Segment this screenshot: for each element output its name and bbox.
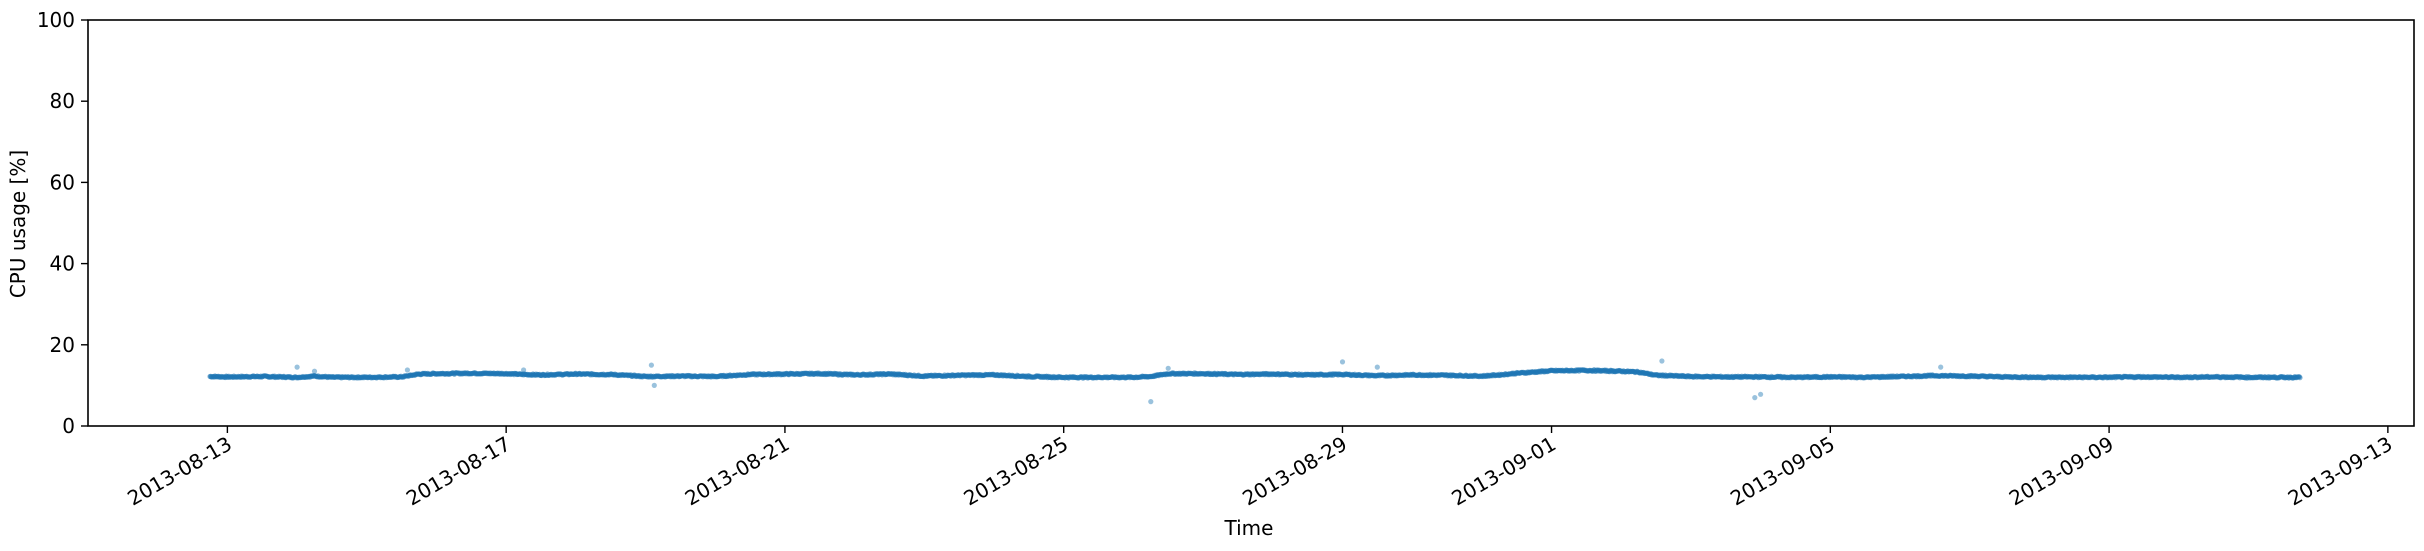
- outlier-point: [1758, 391, 1764, 397]
- scatter-points: [207, 358, 2303, 405]
- y-tick-label: 60: [50, 170, 75, 194]
- y-axis: 0 20 40 60 80 100: [37, 8, 88, 438]
- x-tick-label: 2013-08-21: [681, 432, 794, 511]
- outlier-point: [1339, 359, 1346, 365]
- x-tick-label: 2013-08-17: [402, 432, 515, 511]
- y-tick-label: 20: [50, 333, 75, 357]
- outlier-point: [1374, 364, 1380, 370]
- x-axis: 2013-08-13 2013-08-17 2013-08-21 2013-08-25…: [123, 426, 2396, 510]
- outlier-point: [1165, 365, 1171, 371]
- y-tick-label: 100: [37, 8, 75, 32]
- x-tick-label: 2013-08-25: [960, 432, 1073, 511]
- x-tick-label: 2013-08-13: [123, 432, 236, 511]
- x-tick-label: 2013-08-29: [1238, 432, 1351, 511]
- data-point: [2297, 375, 2303, 381]
- x-tick-label: 2013-09-01: [1447, 432, 1560, 511]
- outlier-point: [1659, 358, 1665, 364]
- x-axis-title: Time: [1224, 516, 1274, 540]
- plot-frame: [87, 19, 2415, 427]
- y-tick-label: 80: [50, 89, 75, 113]
- outlier-point: [1752, 395, 1758, 401]
- outlier-point: [311, 368, 318, 374]
- outlier-point: [1148, 399, 1154, 405]
- outlier-point: [404, 367, 410, 373]
- x-tick-label: 2013-09-09: [2005, 432, 2118, 511]
- y-tick-label: 0: [62, 414, 75, 438]
- x-tick-label: 2013-09-05: [1726, 432, 1839, 511]
- outlier-point: [1938, 364, 1944, 370]
- y-axis-title: CPU usage [%]: [6, 150, 30, 298]
- outlier-point: [521, 367, 527, 373]
- y-tick-label: 40: [50, 252, 75, 276]
- outlier-point: [651, 382, 657, 388]
- outlier-point: [294, 364, 300, 370]
- x-tick-label: 2013-09-13: [2284, 432, 2397, 511]
- plot-border: [87, 19, 2415, 427]
- outlier-point: [648, 362, 655, 368]
